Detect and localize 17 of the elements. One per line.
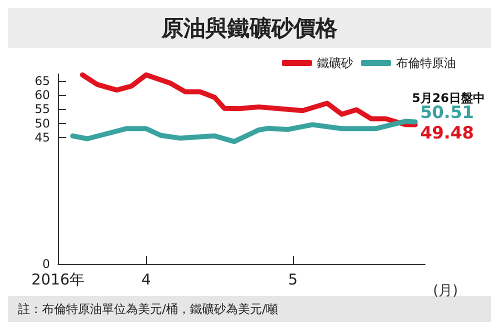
data-label: 50.51 [420,102,474,123]
x-tick-label: 4 [141,270,151,288]
y-tick-label: 65 [34,74,50,88]
y-tick-label: 50 [34,116,50,130]
x-axis-title: (月) [433,283,458,299]
legend-label: 布倫特原油 [396,56,456,70]
x-tick-label: 5 [288,270,298,288]
text: 註：布倫特原油單位為美元/桶，鐵礦砂為美元/噸 [18,302,278,316]
y-tick-label: 60 [34,88,50,102]
data-label: 49.48 [420,124,474,144]
legend-label: 鐵礦砂 [317,56,353,70]
annotation: 5月26日盤中 [412,91,486,105]
y-tick-label: 55 [34,102,50,116]
y-tick-label: 0 [42,257,50,271]
x-tick-label: 2016年 [31,270,85,288]
chart-title: 原油與鐵礦砂價格 [160,16,338,42]
y-tick-label: 45 [34,130,50,144]
